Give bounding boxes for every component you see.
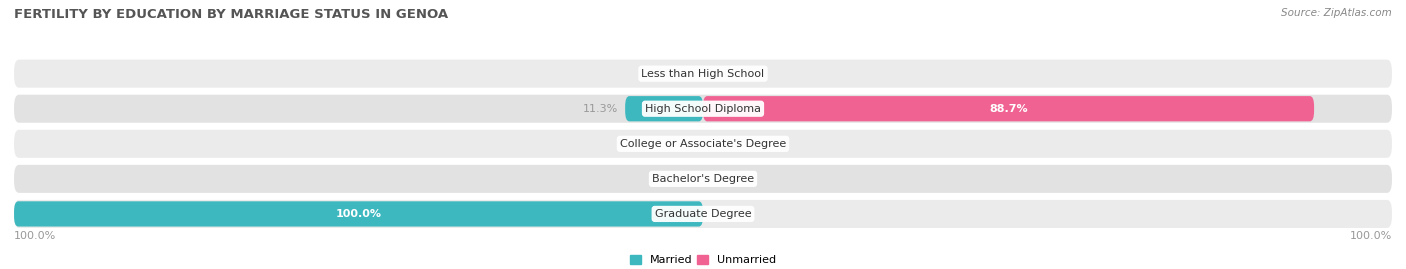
FancyBboxPatch shape <box>14 60 1392 88</box>
Text: High School Diploma: High School Diploma <box>645 104 761 114</box>
Text: 0.0%: 0.0% <box>724 139 752 149</box>
Text: 100.0%: 100.0% <box>1350 231 1392 241</box>
FancyBboxPatch shape <box>14 200 1392 228</box>
Text: 0.0%: 0.0% <box>724 174 752 184</box>
Text: 100.0%: 100.0% <box>14 231 56 241</box>
FancyBboxPatch shape <box>14 201 703 226</box>
FancyBboxPatch shape <box>14 165 1392 193</box>
Text: Source: ZipAtlas.com: Source: ZipAtlas.com <box>1281 8 1392 18</box>
Text: Bachelor's Degree: Bachelor's Degree <box>652 174 754 184</box>
Text: College or Associate's Degree: College or Associate's Degree <box>620 139 786 149</box>
Text: Graduate Degree: Graduate Degree <box>655 209 751 219</box>
Legend: Married, Unmarried: Married, Unmarried <box>630 255 776 265</box>
Text: 0.0%: 0.0% <box>654 174 682 184</box>
Text: 0.0%: 0.0% <box>654 69 682 79</box>
FancyBboxPatch shape <box>14 130 1392 158</box>
FancyBboxPatch shape <box>703 96 1315 121</box>
Text: 88.7%: 88.7% <box>990 104 1028 114</box>
FancyBboxPatch shape <box>626 96 703 121</box>
Text: Less than High School: Less than High School <box>641 69 765 79</box>
Text: FERTILITY BY EDUCATION BY MARRIAGE STATUS IN GENOA: FERTILITY BY EDUCATION BY MARRIAGE STATU… <box>14 8 449 21</box>
Text: 0.0%: 0.0% <box>724 209 752 219</box>
Text: 11.3%: 11.3% <box>583 104 619 114</box>
Text: 0.0%: 0.0% <box>724 69 752 79</box>
Text: 100.0%: 100.0% <box>336 209 381 219</box>
FancyBboxPatch shape <box>14 95 1392 123</box>
Text: 0.0%: 0.0% <box>654 139 682 149</box>
